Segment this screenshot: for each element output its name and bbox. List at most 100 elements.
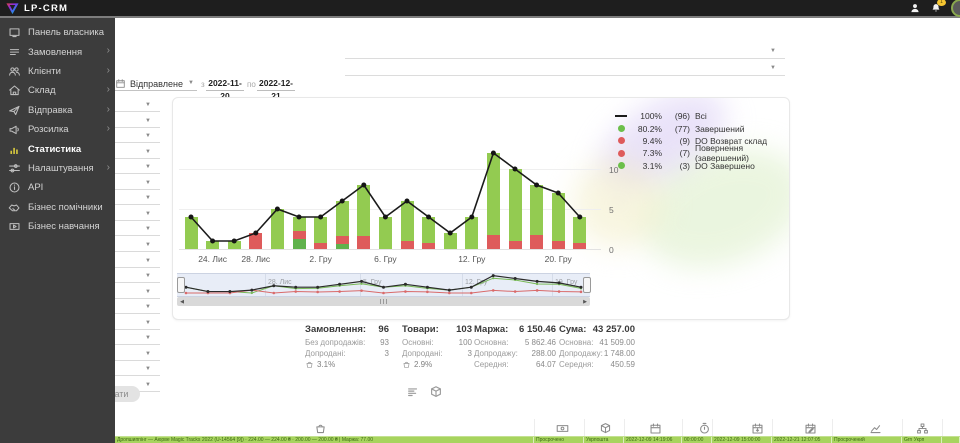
bar-segment[interactable] bbox=[486, 153, 500, 235]
calendar-edit-icon[interactable] bbox=[804, 422, 817, 435]
sidebar-item-info[interactable]: API bbox=[0, 178, 115, 197]
sidebar-item-sliders[interactable]: Налаштування › bbox=[0, 159, 115, 178]
watermark-blob bbox=[573, 158, 663, 248]
chartline-icon[interactable] bbox=[869, 422, 882, 435]
bar-segment[interactable] bbox=[335, 201, 349, 237]
bar-segment[interactable] bbox=[292, 217, 306, 231]
bar-segment[interactable] bbox=[443, 233, 457, 249]
bar-segment[interactable] bbox=[486, 234, 500, 249]
bar-segment[interactable] bbox=[335, 236, 349, 245]
bar-segment[interactable] bbox=[573, 242, 587, 249]
bar-segment[interactable] bbox=[335, 244, 349, 249]
filter-select[interactable]: ▼ bbox=[88, 177, 160, 190]
sidebar-item-stats[interactable]: Статистика bbox=[0, 139, 115, 158]
sidebar-item-orders[interactable]: Замовлення › bbox=[0, 42, 115, 61]
calendar-in-icon[interactable] bbox=[751, 422, 764, 435]
filter-select[interactable]: ▼ bbox=[88, 348, 160, 361]
bar-segment[interactable] bbox=[292, 230, 306, 239]
bar-segment[interactable] bbox=[249, 233, 263, 249]
filter-select[interactable]: ▼ bbox=[88, 317, 160, 330]
filter-select[interactable]: ▼ bbox=[88, 130, 160, 144]
calendar-icon[interactable] bbox=[649, 422, 662, 435]
bar-segment[interactable] bbox=[530, 234, 544, 249]
sidebar-item-handshake[interactable]: Бізнес помічники bbox=[0, 198, 115, 217]
summary-row: Основна: 41 509.00 bbox=[559, 338, 635, 347]
bar-segment[interactable] bbox=[314, 243, 328, 249]
navigator-left-handle[interactable] bbox=[177, 277, 185, 293]
filter-select[interactable]: ▼ bbox=[88, 192, 160, 206]
banknote-icon[interactable] bbox=[556, 422, 569, 435]
bar-segment[interactable] bbox=[357, 236, 371, 249]
date-type-select[interactable]: Відправлене ▼ bbox=[113, 77, 197, 91]
package-icon[interactable] bbox=[599, 422, 612, 435]
filter-select[interactable]: ▼ bbox=[88, 286, 160, 299]
bar-segment[interactable] bbox=[422, 242, 436, 249]
sidebar-item-dashboard[interactable]: Панель власника bbox=[0, 23, 115, 42]
summary-row: Допродані: 3 bbox=[402, 349, 472, 358]
chart-navigator[interactable]: 28. Лис 5. Гру 12. Гру 19. Гру bbox=[177, 273, 591, 297]
table-row[interactable]: Дропшиппінг — Аюрве Magic Tracks 2022 (U… bbox=[115, 436, 960, 443]
bar-segment[interactable] bbox=[422, 217, 436, 243]
date-from-input[interactable]: 2022-11-20 bbox=[206, 77, 244, 101]
filter-select[interactable]: ▼ bbox=[88, 255, 160, 268]
bar-segment[interactable] bbox=[400, 241, 414, 249]
navigator-right-handle[interactable] bbox=[583, 277, 591, 293]
filter-select[interactable]: ▼ bbox=[88, 270, 160, 284]
x-axis-label: 28. Лис bbox=[241, 254, 271, 264]
legend-item[interactable]: 7.3% (7) Повернення (завершений) bbox=[613, 143, 789, 163]
sidebar-item-clients[interactable]: Клієнти › bbox=[0, 62, 115, 81]
filter-select[interactable]: ▼ bbox=[88, 223, 160, 237]
app-logo[interactable]: LP-CRM bbox=[6, 2, 68, 15]
top-filter-select[interactable]: ▼ bbox=[345, 62, 785, 76]
bar-segment[interactable] bbox=[314, 217, 328, 244]
bar-segment[interactable] bbox=[530, 185, 544, 235]
bar-segment[interactable] bbox=[292, 238, 306, 249]
user-icon[interactable] bbox=[909, 2, 921, 14]
bar-segment[interactable] bbox=[551, 241, 565, 249]
sidebar-item-megaphone[interactable]: Розсилка › bbox=[0, 120, 115, 139]
bell-icon[interactable]: 1 bbox=[930, 0, 946, 14]
sidebar-item-warehouse[interactable]: Склад › bbox=[0, 81, 115, 100]
scroll-right-arrow-icon[interactable]: ▶ bbox=[583, 298, 587, 305]
legend-item[interactable]: 9.4% (9) DO Возврат склад bbox=[613, 135, 789, 147]
scroll-left-arrow-icon[interactable]: ◀ bbox=[180, 298, 184, 305]
filter-select[interactable]: ▼ bbox=[88, 301, 160, 315]
filter-select[interactable]: ▼ bbox=[88, 115, 160, 128]
avatar[interactable] bbox=[951, 0, 960, 17]
chart-rows-view-icon[interactable] bbox=[406, 385, 420, 399]
date-to-input[interactable]: 2022-12-21 bbox=[257, 78, 295, 101]
bar-segment[interactable] bbox=[573, 217, 587, 243]
filter-select[interactable]: ▼ bbox=[88, 332, 160, 346]
legend-item[interactable]: 100% (96) Всі bbox=[613, 110, 789, 122]
filter-select[interactable]: ▼ bbox=[88, 208, 160, 221]
bar-segment[interactable] bbox=[465, 217, 479, 249]
filter-select[interactable]: ▼ bbox=[88, 99, 160, 112]
top-filter-select[interactable]: ▼ bbox=[345, 45, 785, 59]
bar-segment[interactable] bbox=[508, 169, 522, 241]
basket-icon[interactable] bbox=[314, 422, 327, 435]
bar-segment[interactable] bbox=[357, 185, 371, 237]
scroll-grip[interactable] bbox=[379, 299, 387, 304]
bar-segment[interactable] bbox=[551, 193, 565, 241]
legend-item[interactable]: 80.2% (77) Завершений bbox=[613, 122, 789, 134]
chart-scrollbar[interactable]: ◀ ▶ bbox=[177, 297, 590, 306]
bar-segment[interactable] bbox=[400, 201, 414, 241]
bar-segment[interactable] bbox=[227, 241, 241, 249]
filter-select[interactable]: ▼ bbox=[88, 363, 160, 377]
sidebar-item-send[interactable]: Відправка › bbox=[0, 101, 115, 120]
navigator-gridline bbox=[360, 274, 361, 296]
sidebar-item-video[interactable]: Бізнес навчання bbox=[0, 217, 115, 236]
bar-segment[interactable] bbox=[270, 209, 284, 249]
bar-segment[interactable] bbox=[378, 217, 392, 249]
legend-label: Повернення (завершений) bbox=[695, 143, 749, 164]
bar-segment[interactable] bbox=[508, 241, 522, 249]
filter-select[interactable]: ▼ bbox=[88, 239, 160, 252]
stopwatch-icon[interactable] bbox=[698, 422, 711, 435]
legend-item[interactable]: 3.1% (3) DO Завершено bbox=[613, 160, 789, 172]
package-view-icon[interactable] bbox=[429, 385, 443, 399]
bar-segment[interactable] bbox=[184, 217, 198, 249]
filter-select[interactable]: ▼ bbox=[88, 161, 160, 175]
sitemap-icon[interactable] bbox=[916, 422, 929, 435]
bar-segment[interactable] bbox=[206, 241, 220, 249]
filter-select[interactable]: ▼ bbox=[88, 146, 160, 159]
